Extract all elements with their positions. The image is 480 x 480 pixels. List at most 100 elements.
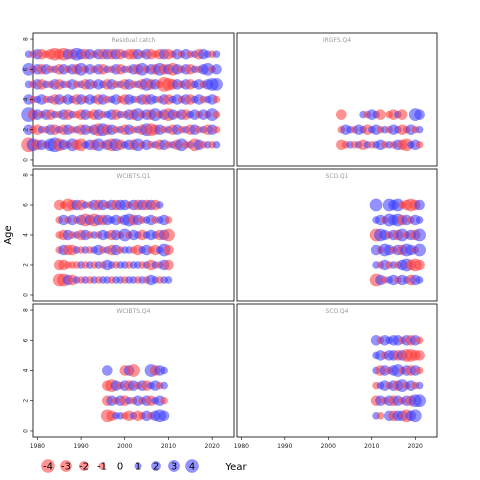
y-tick-label: 2	[23, 263, 30, 267]
y-tick-label: 4	[23, 97, 30, 101]
legend-bubble	[185, 459, 199, 473]
bubble	[160, 381, 168, 390]
legend-bubble	[168, 460, 180, 472]
bubble	[212, 95, 221, 104]
y-tick-label: 0	[23, 429, 30, 433]
y-tick-label: 6	[23, 67, 30, 71]
bubble	[414, 199, 425, 211]
bubble	[162, 228, 175, 242]
bubble	[163, 244, 174, 256]
panel-1: Residual catch 0 2 4 6 8	[21, 32, 235, 167]
bubble	[163, 259, 174, 271]
legend-label: -1	[97, 462, 107, 473]
bubble	[212, 50, 221, 58]
bubble	[413, 243, 426, 257]
y-tick-label: 6	[23, 203, 30, 207]
panel-frame	[236, 32, 438, 167]
bubble	[336, 109, 347, 120]
bubble	[396, 109, 408, 120]
bubble	[415, 276, 424, 284]
legend-bubble	[79, 461, 89, 471]
bubble	[415, 125, 424, 134]
bubble	[415, 366, 424, 375]
y-tick-label: 4	[23, 233, 30, 237]
x-tick-label: 2000	[321, 443, 336, 450]
bubble	[369, 198, 383, 212]
x-tick-label: 2020	[408, 443, 423, 450]
panel-title: SCO.Q1	[326, 173, 349, 180]
y-tick-label: 8	[23, 308, 30, 312]
x-tick-label: 1990	[277, 443, 292, 450]
bubble	[376, 412, 385, 420]
legend-bubble	[41, 459, 55, 473]
bubble	[414, 109, 425, 120]
panel-4: SCO.Q1	[236, 168, 438, 302]
legend-label: 3	[171, 462, 177, 473]
y-tick-label: 8	[23, 173, 30, 177]
x-tick-label: 1980	[234, 443, 249, 450]
y-tick-label: 6	[23, 338, 30, 342]
legend-label: -4	[43, 462, 53, 473]
bubble	[211, 64, 222, 75]
y-tick-label: 8	[23, 37, 30, 41]
bubble	[158, 410, 170, 422]
panel-title: WCIBTS.Q4	[117, 308, 151, 315]
bubble	[413, 228, 426, 242]
bubble	[415, 216, 424, 224]
legend-label: 2	[153, 462, 159, 473]
x-tick-label: 1980	[30, 443, 45, 450]
panel-frame	[236, 303, 438, 438]
y-tick-label: 0	[23, 158, 30, 162]
legend-label: 4	[189, 462, 195, 473]
legend-bubble	[151, 461, 161, 471]
legend-label: -3	[61, 462, 71, 473]
bubble	[408, 409, 422, 423]
x-tick-label: 2010	[161, 443, 176, 450]
legend-label: 0	[117, 462, 123, 473]
bubble	[414, 350, 425, 361]
panel-frame	[236, 168, 438, 302]
x-tick-label: 2000	[117, 443, 132, 450]
bubble	[164, 216, 173, 224]
bubble	[414, 259, 425, 271]
panel-title: Residual catch	[112, 37, 156, 44]
bubble	[212, 141, 221, 149]
legend-bubble	[98, 462, 106, 470]
y-tick-label: 4	[23, 368, 30, 372]
x-tick-label: 1990	[73, 443, 88, 450]
bubble	[415, 141, 424, 149]
bubble	[415, 381, 424, 390]
panel-3: WCIBTS.Q1 0 2 4 6 8	[23, 168, 235, 302]
bubble	[212, 110, 221, 119]
bubble	[127, 364, 140, 377]
y-tick-label: 2	[23, 399, 30, 403]
x-tick-label: 2020	[205, 443, 220, 450]
legend: -4 -3 -2 -1 0 1 2 3 4	[41, 459, 199, 473]
legend-bubble	[134, 462, 142, 470]
panel-title: WCIBTS.Q1	[117, 173, 151, 180]
bubble	[415, 336, 424, 345]
bubble	[155, 201, 164, 209]
bubble	[375, 109, 386, 120]
bubble	[212, 125, 221, 134]
x-axis-label: Year	[224, 462, 247, 473]
x-tick-label: 2010	[364, 443, 379, 450]
legend-label: -2	[79, 462, 89, 473]
y-axis-label: Age	[3, 225, 14, 244]
panel-title: SCO.Q4	[326, 308, 349, 315]
legend-label: 1	[135, 462, 141, 473]
bubble	[164, 276, 173, 284]
panel-6: SCO.Q4 1980 1990 2000 2010 2020	[234, 303, 438, 450]
panel-2: IRGFS.Q4	[236, 32, 438, 167]
panel-title: IRGFS.Q4	[323, 37, 351, 44]
bubble	[102, 365, 113, 376]
y-tick-label: 2	[23, 128, 30, 132]
bubble	[160, 396, 168, 405]
bubble	[413, 394, 426, 408]
legend-bubble	[60, 460, 72, 472]
bubble	[210, 78, 223, 91]
panel-5: WCIBTS.Q4 0 2 4 6 8 1980 1990 2000 2010 2020	[23, 303, 235, 450]
y-tick-label: 0	[23, 293, 30, 297]
bubble	[160, 366, 168, 375]
